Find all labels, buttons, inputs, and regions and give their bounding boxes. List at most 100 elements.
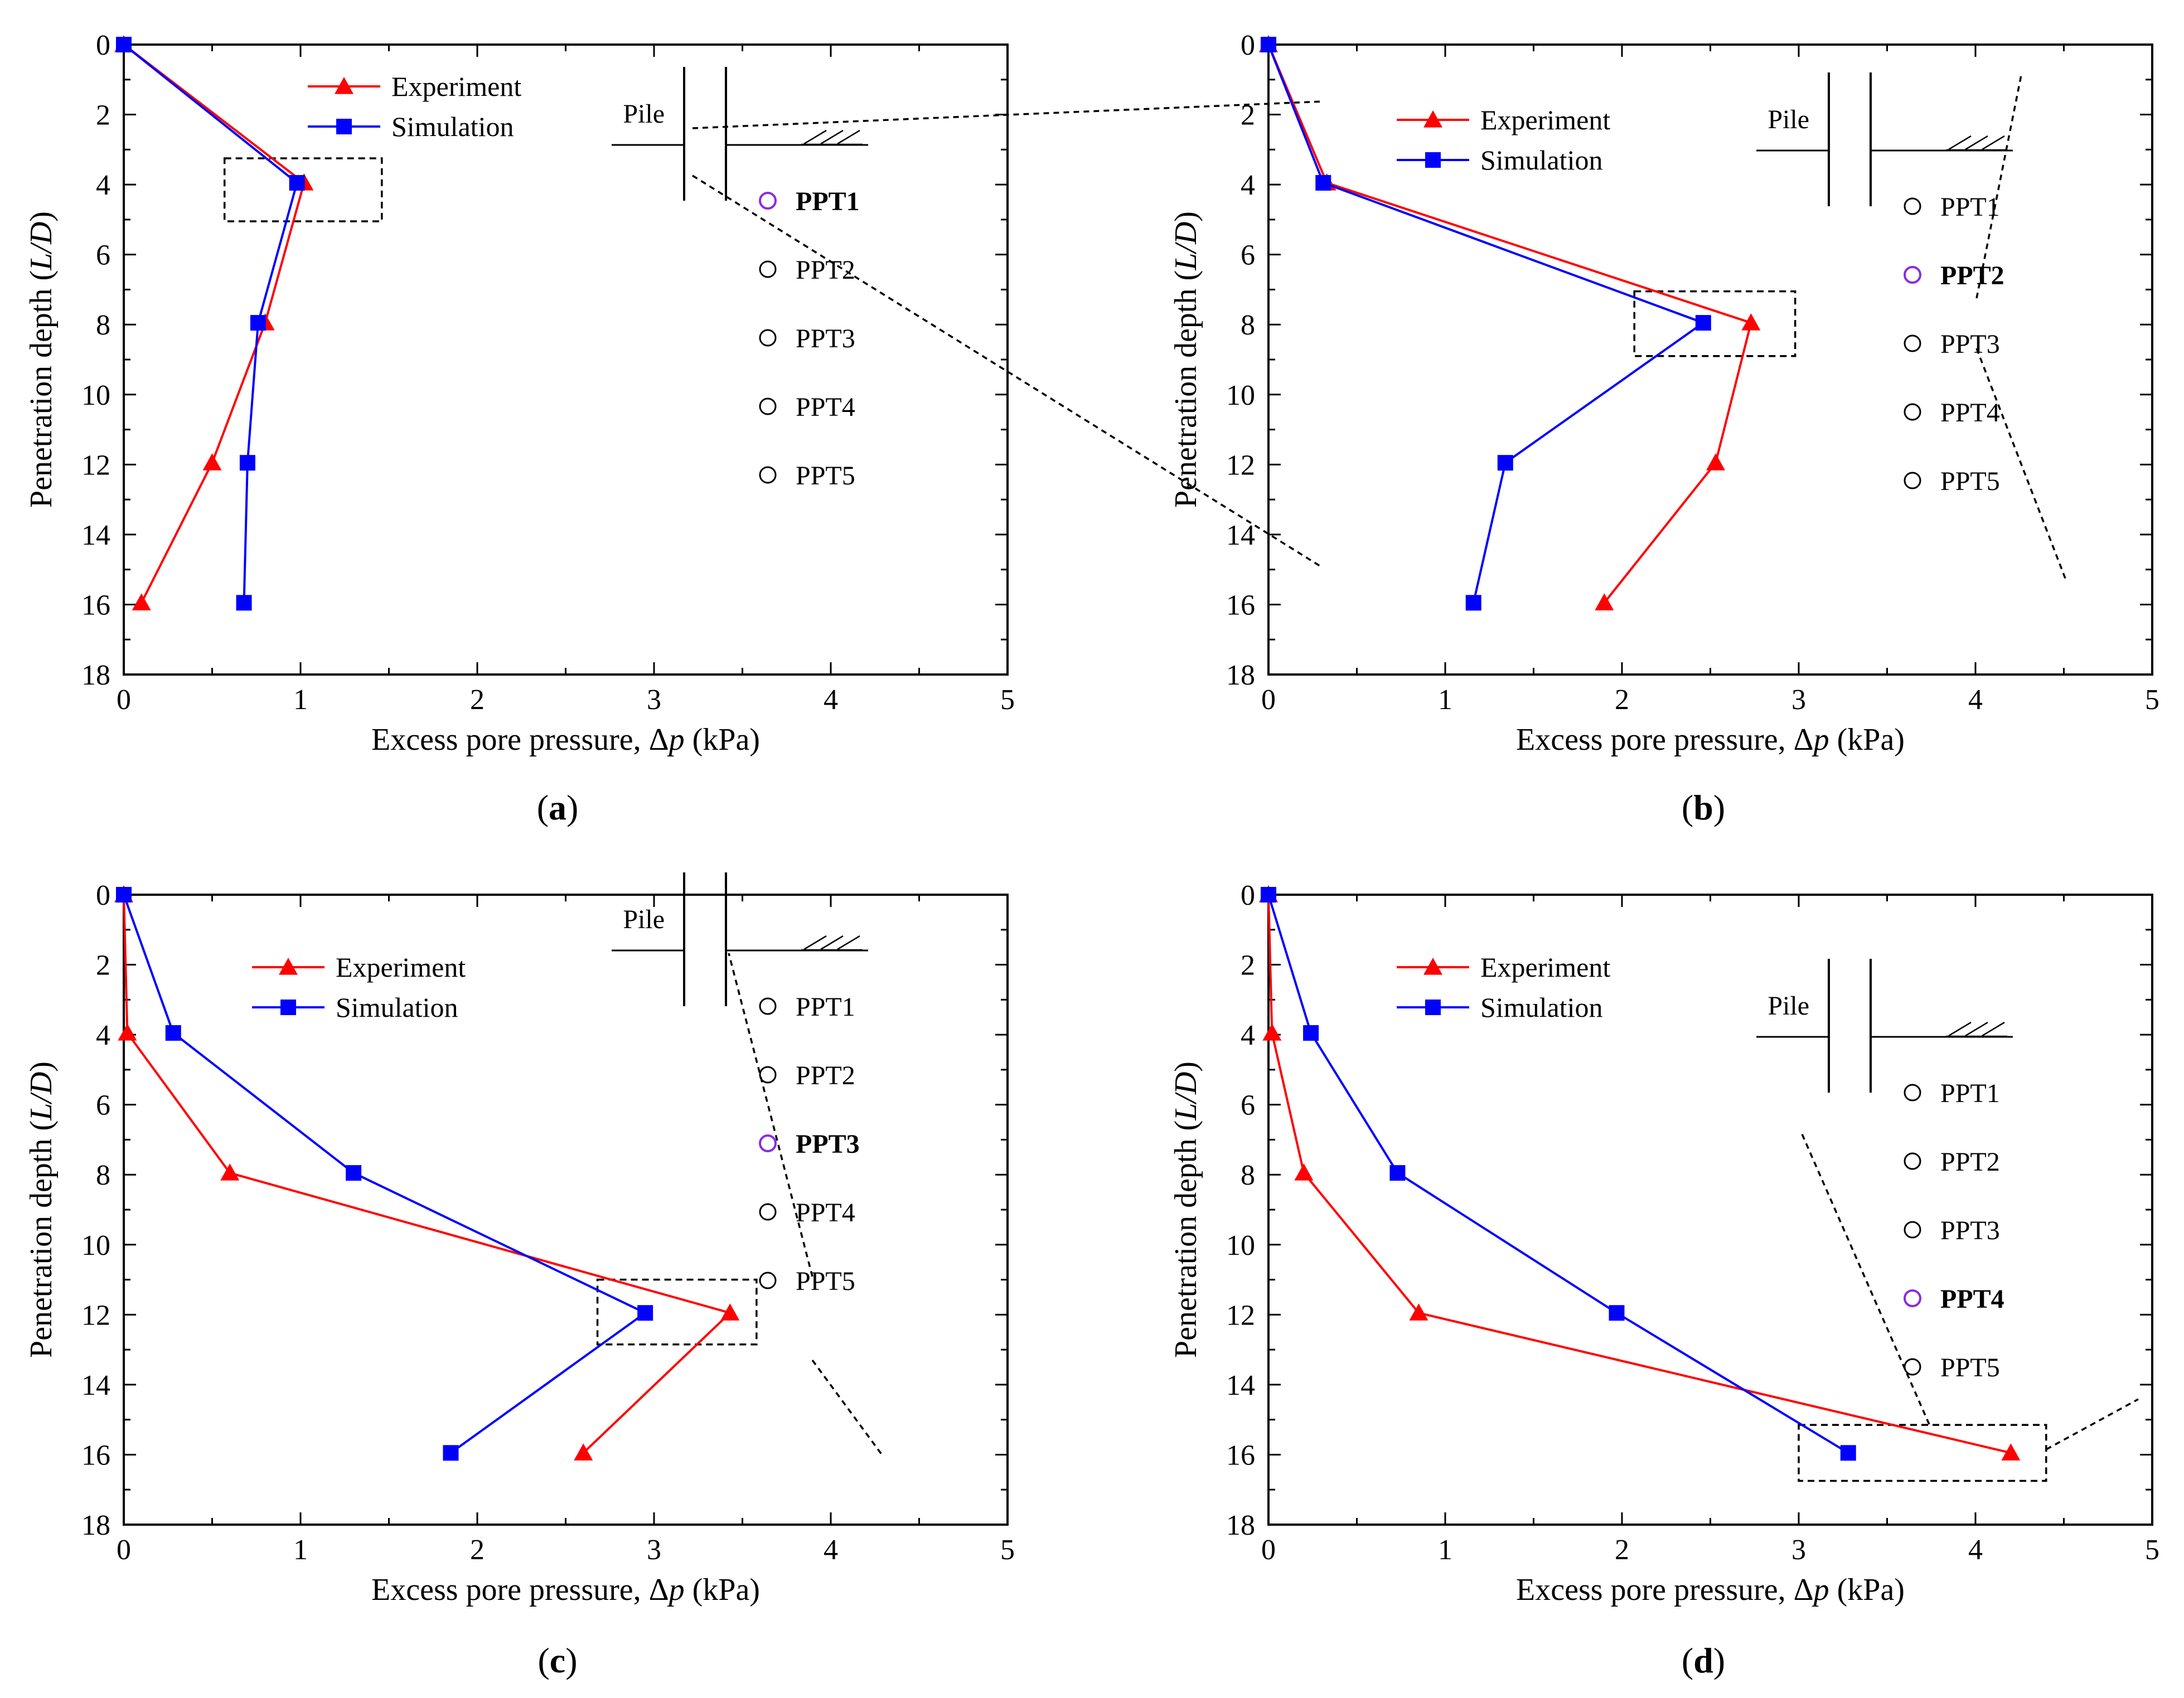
y-tick-label: 6 [1241, 240, 1255, 271]
y-tick-label: 10 [81, 380, 110, 411]
sensor-label-ppt3: PPT3 [796, 324, 855, 353]
zoom-guide-line-upper [728, 953, 813, 1277]
x-tick-label: 5 [1000, 1534, 1015, 1566]
hatch-stroke [1982, 1021, 2005, 1037]
zoom-guide-line-lower [692, 174, 1320, 567]
square-icon [336, 119, 352, 134]
hatch-stroke [1965, 135, 1988, 151]
sensor-label-ppt5: PPT5 [796, 461, 855, 491]
soil-hatch-icon [801, 129, 863, 145]
x-tick-label: 3 [1791, 1534, 1806, 1566]
data-point-experiment [574, 1443, 593, 1461]
x-axis-title: Excess pore pressure, Δp (kPa) [371, 722, 760, 757]
sensor-label-ppt3: PPT3 [1940, 1216, 2000, 1245]
data-point-simulation [346, 1165, 362, 1181]
y-tick-label: 18 [1226, 659, 1255, 691]
y-axis-title: Penetration depth (L/D) [24, 1061, 59, 1358]
data-point-experiment [1294, 1163, 1314, 1181]
data-point-experiment [720, 1303, 740, 1321]
y-tick-label: 8 [96, 1160, 110, 1191]
y-tick-label: 2 [1241, 950, 1255, 982]
hatch-stroke [1948, 1021, 1972, 1037]
sensor-label-ppt5: PPT5 [1940, 1353, 2000, 1382]
soil-hatch-icon [1946, 1021, 2007, 1037]
legend-label-simulation: Simulation [336, 992, 458, 1023]
data-point-experiment [1262, 1023, 1282, 1041]
x-axis-title: Excess pore pressure, Δp (kPa) [371, 1573, 760, 1607]
data-point-experiment [202, 453, 222, 470]
y-tick-label: 16 [1226, 1439, 1255, 1471]
x-tick-label: 1 [293, 1534, 308, 1566]
sensor-label-ppt3: PPT3 [796, 1129, 860, 1159]
hatch-stroke [1948, 135, 1972, 151]
circle-icon [759, 397, 777, 415]
panel-caption: (d) [1682, 1641, 1725, 1680]
x-tick-label: 4 [1968, 1534, 1983, 1566]
legend: Experiment Simulation [1397, 952, 1610, 1023]
y-tick-label: 0 [1241, 30, 1255, 61]
legend: Experiment Simulation [252, 952, 466, 1023]
x-tick-label: 5 [2145, 1534, 2159, 1566]
sensor-label-ppt4: PPT4 [796, 392, 855, 422]
data-point-simulation [443, 1445, 459, 1461]
y-axis-title: Penetration depth (L/D) [24, 211, 59, 508]
plot-frame [123, 894, 1009, 1526]
y-tick-label: 10 [1226, 1230, 1255, 1262]
hatch-stroke [1965, 1021, 1988, 1037]
x-tick-label: 2 [470, 1534, 485, 1566]
zoom-box [596, 1278, 758, 1346]
pile-inset: Pile PPT1 PPT2 PPT3 PPT4 PPT5 [612, 67, 868, 491]
hatch-stroke [803, 129, 827, 145]
circle-icon [759, 260, 777, 278]
data-point-experiment [1741, 313, 1761, 331]
circle-icon [1904, 1084, 1921, 1102]
pile-inset: Pile PPT1 PPT2 PPT3 PPT4 PPT5 [1756, 72, 2013, 496]
data-point-simulation [1303, 1025, 1319, 1041]
data-point-simulation [1695, 315, 1711, 331]
zoom-guide-line-upper [1800, 1131, 1930, 1425]
circle-icon [1904, 197, 1921, 215]
y-tick-label: 2 [96, 100, 110, 132]
y-tick-label: 18 [81, 1510, 110, 1541]
circle-icon [759, 1272, 777, 1289]
sensor-label-ppt1: PPT1 [1940, 1079, 2000, 1108]
y-tick-label: 4 [1241, 1020, 1255, 1051]
data-point-simulation [165, 1025, 181, 1041]
legend-label-simulation: Simulation [1480, 144, 1602, 176]
y-tick-label: 8 [96, 309, 110, 341]
y-tick-label: 14 [1226, 1370, 1255, 1401]
x-tick-label: 1 [1438, 1534, 1452, 1566]
hatch-stroke [803, 935, 827, 950]
sensor-label-ppt1: PPT1 [796, 187, 860, 216]
x-tick-label: 4 [1968, 684, 1983, 716]
y-tick-label: 6 [1241, 1090, 1255, 1122]
y-tick-label: 18 [81, 659, 110, 691]
y-tick-label: 2 [1241, 100, 1255, 132]
legend-label-simulation: Simulation [1480, 992, 1602, 1023]
data-point-simulation [116, 37, 132, 52]
panel-caption: (c) [537, 1641, 577, 1680]
data-point-experiment [132, 593, 151, 610]
y-tick-label: 14 [81, 1370, 110, 1401]
y-tick-label: 10 [1226, 380, 1255, 411]
x-tick-label: 2 [1615, 684, 1629, 716]
sensor-label-ppt5: PPT5 [796, 1267, 855, 1296]
data-point-simulation [116, 887, 132, 903]
circle-icon [1904, 403, 1921, 421]
circle-icon [759, 1066, 777, 1084]
data-point-experiment [1595, 593, 1614, 610]
circle-icon [759, 997, 777, 1015]
circle-icon [1904, 472, 1921, 489]
x-tick-label: 2 [470, 684, 485, 716]
x-tick-label: 0 [117, 1534, 131, 1566]
triangle-icon [335, 77, 353, 94]
legend: Experiment Simulation [308, 71, 521, 142]
sensor-label-ppt2: PPT2 [796, 1061, 855, 1090]
data-point-experiment [220, 1163, 240, 1181]
x-tick-label: 0 [117, 684, 131, 716]
x-tick-label: 3 [647, 1534, 661, 1566]
y-tick-label: 12 [1226, 1299, 1255, 1331]
soil-hatch-icon [1946, 135, 2007, 151]
